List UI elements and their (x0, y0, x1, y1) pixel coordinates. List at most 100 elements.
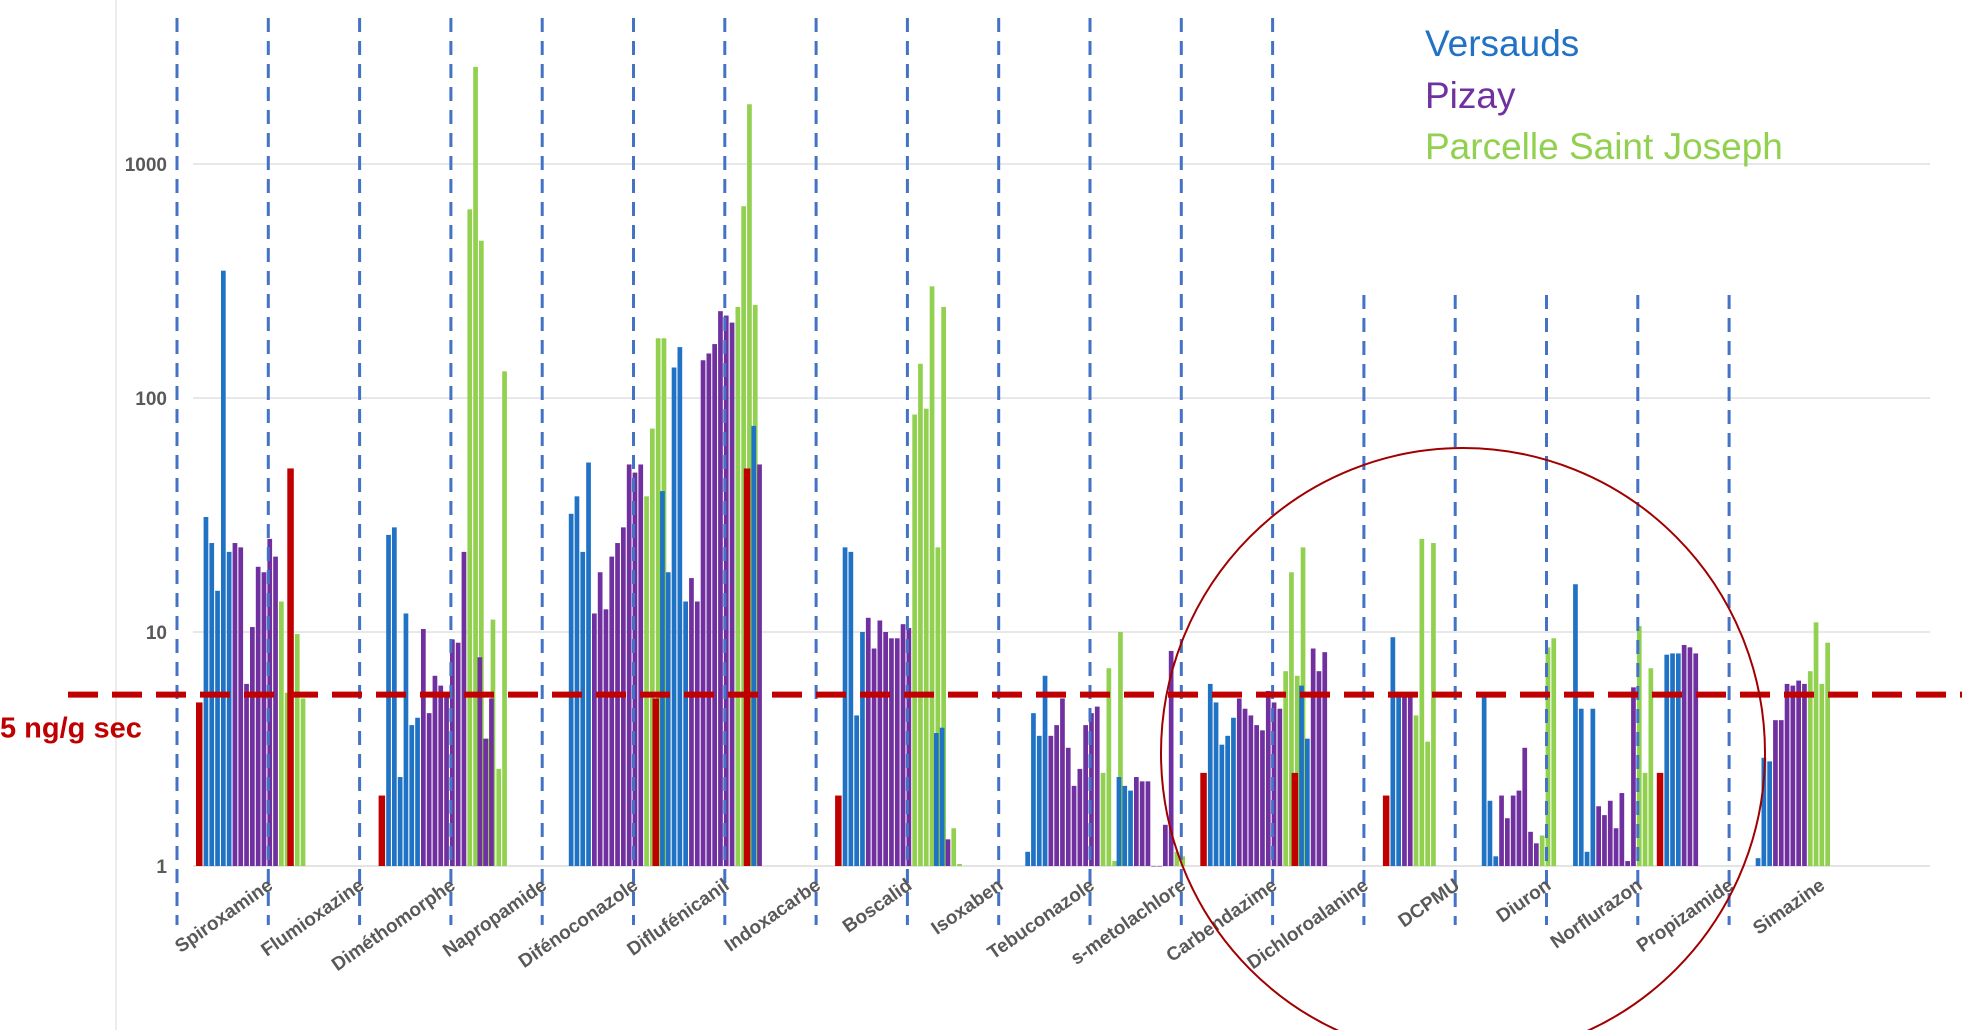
bar-versauds (1767, 761, 1772, 866)
bar-pizay (1094, 706, 1100, 866)
bar-pizay (1310, 648, 1316, 866)
category-separators (175, 18, 1731, 925)
bar-pizay (689, 578, 694, 866)
bar-versauds (1573, 584, 1578, 866)
bar-pizay (1071, 785, 1077, 866)
bar-pizay (1802, 683, 1807, 866)
threshold-label: 5 ng/g sec (0, 713, 142, 745)
bar-pizay (1607, 800, 1613, 866)
bar-versauds (1390, 637, 1396, 866)
bar-saint-joseph (644, 496, 649, 866)
bar-versauds (397, 777, 403, 866)
bar-pizay (609, 556, 615, 866)
bar-pizay (1687, 647, 1693, 866)
bar-pizay (1693, 653, 1699, 866)
bar-saint-joseph (941, 306, 946, 866)
bar-versauds (671, 367, 677, 866)
bar-pizay (592, 613, 597, 866)
y-axis-ticks: 1 10 100 1000 (125, 155, 168, 878)
bar-pizay (1773, 720, 1778, 866)
bar-versauds (677, 347, 683, 866)
bar-pizay (432, 675, 438, 866)
bar-versauds (1396, 694, 1401, 866)
bar-versauds (221, 270, 226, 866)
bar-pizay (712, 344, 717, 866)
bar-versauds (1122, 785, 1128, 866)
bar-saint-joseph (1118, 632, 1123, 866)
bar-pizay (1048, 735, 1054, 866)
bar-saint-joseph (1431, 543, 1436, 866)
bar-pizay (1510, 795, 1516, 866)
y-tick-label: 1000 (125, 155, 167, 176)
bar-pizay (1316, 671, 1322, 866)
bar-pizay (865, 617, 871, 866)
bar-saint-joseph (935, 547, 941, 866)
bar-saint-joseph (650, 428, 655, 866)
category-label: Norflurazon (1547, 875, 1646, 953)
bar-versauds (586, 462, 591, 866)
bar-saint-joseph (1106, 668, 1112, 866)
category-label: Propizamide (1633, 875, 1738, 957)
bar-saint-joseph (300, 698, 306, 866)
bar-pizay (1157, 866, 1162, 867)
bar-pizay (603, 609, 609, 866)
bar-pizay (889, 638, 894, 866)
bar-pizay (706, 353, 712, 866)
bar-pizay (597, 572, 603, 866)
bar-pizay (232, 543, 238, 866)
bar-versauds (1305, 738, 1310, 866)
bar-saint-joseph (1174, 851, 1180, 866)
bar-versauds (1128, 790, 1133, 866)
bars (196, 66, 1830, 867)
bar-pizay (1083, 725, 1088, 866)
bar-pizay (1631, 687, 1636, 866)
bar-saint-joseph (1551, 638, 1557, 866)
bar-pizay (1784, 683, 1790, 866)
bar-versauds (854, 715, 859, 866)
bar-pizay (1145, 781, 1151, 866)
bar-saint-joseph (467, 209, 473, 866)
bar-pizay (877, 620, 883, 866)
bar-pizay (1534, 843, 1539, 866)
bar-pizay (1077, 768, 1083, 866)
bar-pizay (1151, 866, 1157, 867)
bar-saint-joseph (1289, 572, 1294, 866)
bar-pizay (1265, 690, 1271, 866)
bar-versauds (1676, 653, 1681, 866)
bar-pizay (483, 738, 488, 866)
bar-pizay (1236, 698, 1242, 866)
bar-saint-joseph (741, 206, 746, 867)
bar-saint-joseph (912, 414, 917, 866)
legend: Versauds Pizay Parcelle Saint Joseph (1425, 23, 1783, 167)
bar-pizay (1613, 828, 1619, 866)
bar-versauds (1225, 735, 1230, 866)
bar-saint-joseph (1807, 671, 1813, 866)
bar-pizay (1619, 793, 1625, 866)
bar-pizay (638, 464, 644, 866)
reference-bar (196, 702, 203, 866)
legend-item-versauds: Versauds (1425, 23, 1579, 64)
bar-versauds (403, 613, 409, 866)
bar-pizay (1499, 795, 1504, 866)
bar-pizay (1505, 818, 1510, 866)
bar-pizay (757, 464, 762, 866)
reference-bar (1656, 772, 1664, 866)
bar-versauds (574, 496, 580, 866)
legend-item-saint-joseph: Parcelle Saint Joseph (1425, 126, 1783, 167)
bar-pizay (1625, 861, 1630, 866)
category-label: DCPMU (1395, 875, 1464, 932)
bar-versauds (386, 534, 391, 866)
bar-versauds (1487, 800, 1493, 866)
bar-versauds (1493, 856, 1499, 866)
bar-versauds (939, 727, 945, 866)
bar-versauds (1036, 735, 1042, 866)
bar-versauds (1761, 757, 1767, 866)
bar-pizay (615, 543, 620, 866)
bar-versauds (1031, 713, 1036, 866)
bar-pizay (421, 628, 426, 866)
bar-saint-joseph (1425, 741, 1430, 866)
bar-versauds (660, 491, 665, 866)
bar-saint-joseph (957, 863, 962, 866)
bar-versauds (665, 572, 671, 866)
